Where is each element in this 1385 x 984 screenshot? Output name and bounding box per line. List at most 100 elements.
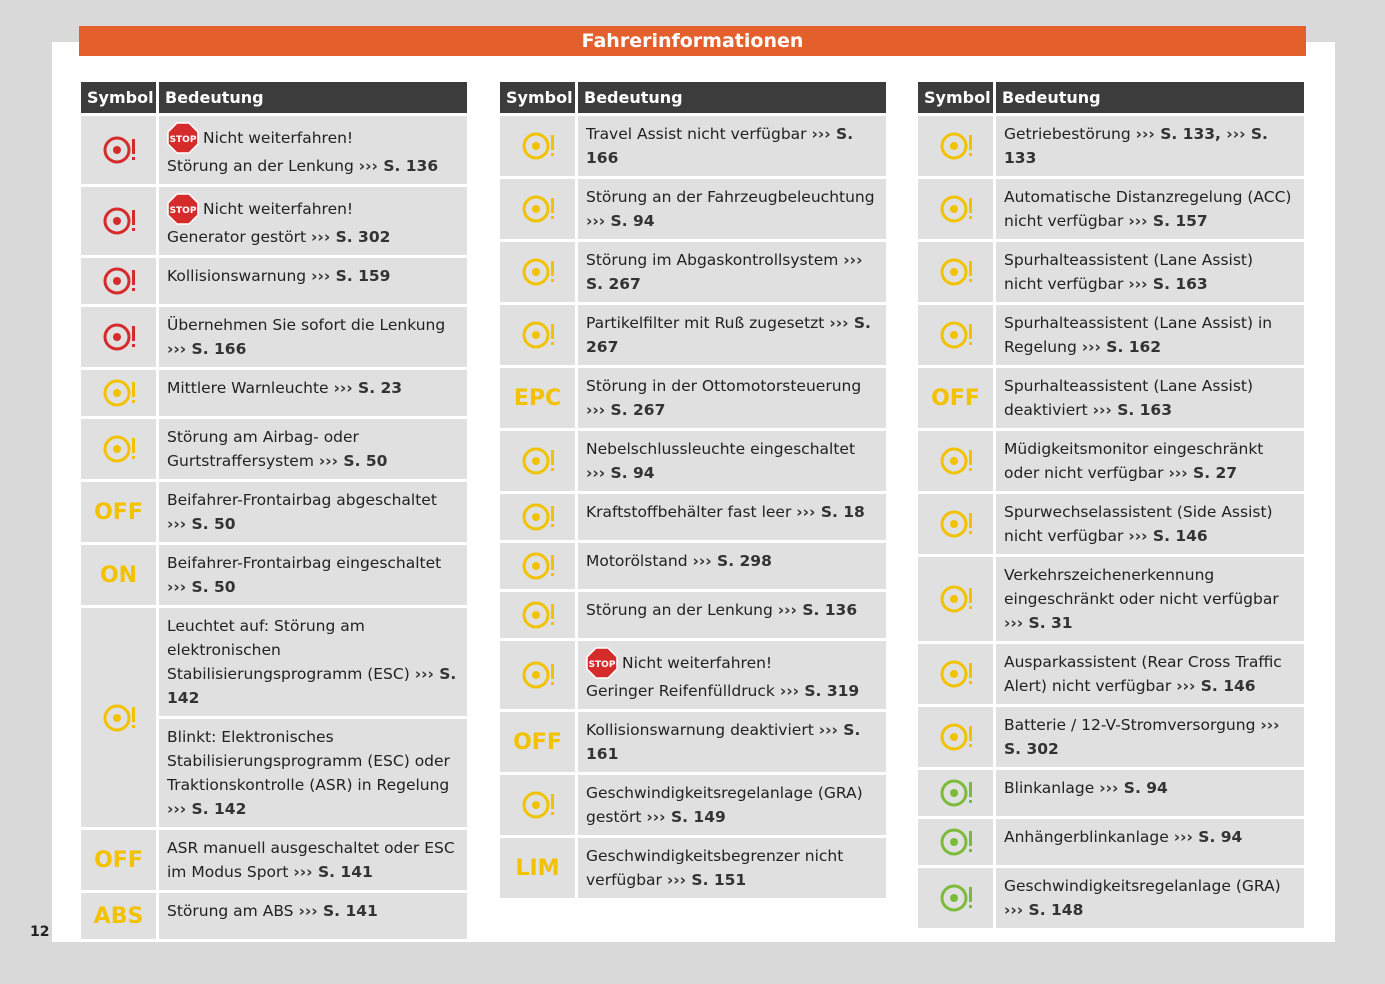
warning-icon [103,267,135,295]
warning-icon [522,661,554,689]
text: Ausparkassistent (Rear Cross Traffic Ale… [1004,653,1282,695]
icon-text: EPC [513,385,562,411]
stop-icon: STOP [167,122,199,154]
warning-icon [940,258,972,286]
page-ref: ››› S. 166 [586,125,854,167]
text: ASR manuell ausgeschaltet oder ESC im Mo… [167,839,455,881]
description: Spurhalteassistent (Lane Assist) in Rege… [996,305,1304,365]
text-line: Blinkt: Elektronisches Stabilisierungspr… [167,725,459,821]
stop-line: STOP Nicht weiterfahren! [167,193,459,225]
text: Störung im Abgaskontrollsystem [586,251,839,269]
text-line: Ausparkassistent (Rear Cross Traffic Ale… [1004,650,1296,698]
table-row: Getriebestörung ››› S. 133, ››› S. 133 [918,116,1304,176]
description: Spurwechselassistent (Side Assist) nicht… [996,494,1304,554]
description: Übernehmen Sie sofort die Lenkung ››› S.… [159,307,467,367]
description-cell: Ausparkassistent (Rear Cross Traffic Ale… [996,644,1304,704]
symbol-cell: OFF [500,712,575,772]
description-cell: Kraftstoffbehälter fast leer ››› S. 18 [578,494,886,540]
page-ref: ››› S. 157 [1128,212,1208,230]
text-line: Batterie / 12-V-Stromversorgung ››› S. 3… [1004,713,1296,761]
text: Partikelfilter mit Ruß zugesetzt [586,314,825,332]
text: Geschwindigkeitsregelanlage (GRA) gestör… [586,784,863,826]
symbol-cell [81,608,156,827]
page-ref: ››› S. 146 [1128,527,1208,545]
symbol-cell: ABS [81,893,156,939]
description-cell: Störung im Abgaskontrollsystem ››› S. 26… [578,242,886,302]
text: Leuchtet auf: Störung am elektronischen … [167,617,410,683]
description-cell: STOP Nicht weiterfahren! Geringer Reifenfü… [578,641,886,709]
text: Spurhalteassistent (Lane Assist) nicht v… [1004,251,1254,293]
description-cell: STOP Nicht weiterfahren! Generator gestört… [159,187,467,255]
text: Störung an der Lenkung [167,157,354,175]
text-line: ASR manuell ausgeschaltet oder ESC im Mo… [167,836,459,884]
description: STOP Nicht weiterfahren! Geringer Reifenfü… [578,641,886,709]
warning-icon [940,510,972,538]
column-header: Bedeutung [159,82,467,113]
text-line: Leuchtet auf: Störung am elektronischen … [167,614,459,710]
text-line: Beifahrer-Frontairbag abgeschaltet ››› S… [167,488,459,536]
symbol-cell: EPC [500,368,575,428]
table-row: OFF Kollisionswarnung deaktiviert ››› S. … [500,712,886,772]
symbol-cell [918,116,993,176]
symbol-cell [81,370,156,416]
table-row: STOP Nicht weiterfahren! Generator gestört… [81,187,467,255]
description: Geschwindigkeitsregelanlage (GRA) ››› S.… [996,868,1304,928]
text: Generator gestört [167,228,307,246]
description: Müdigkeitsmonitor eingeschränkt oder nic… [996,431,1304,491]
description-cell: Automatische Distanzregelung (ACC) nicht… [996,179,1304,239]
page-ref: ››› S. 94 [586,212,655,230]
column-header: Bedeutung [578,82,886,113]
symbol-cell [81,116,156,184]
description-cell: Anhängerblinkanlage ››› S. 94 [996,819,1304,865]
text: Travel Assist nicht verfügbar [586,125,807,143]
warning-icon [522,321,554,349]
warning-icon [940,779,972,807]
stop-label: STOP [170,135,197,145]
symbol-cell [918,179,993,239]
column-header: Symbol [918,82,993,113]
description-cell: Spurhalteassistent (Lane Assist) nicht v… [996,242,1304,302]
text-line: Störung an der Lenkung ››› S. 136 [586,598,878,622]
column-header: Symbol [81,82,156,113]
text: Störung an der Lenkung [586,601,773,619]
text-line: Störung am ABS ››› S. 141 [167,899,459,923]
text: Spurwechselassistent (Side Assist) nicht… [1004,503,1273,545]
text: Motorölstand [586,552,688,570]
warning-icon [522,791,554,819]
text-line: Kraftstoffbehälter fast leer ››› S. 18 [586,500,878,524]
text: Beifahrer-Frontairbag abgeschaltet [167,491,437,509]
text: Spurhalteassistent (Lane Assist) in Rege… [1004,314,1273,356]
table-row: Müdigkeitsmonitor eingeschränkt oder nic… [918,431,1304,491]
page-ref: ››› S. 163 [1128,275,1208,293]
table-row: Leuchtet auf: Störung am elektronischen … [81,608,467,827]
text-line: Spurhalteassistent (Lane Assist) in Rege… [1004,311,1296,359]
text-line: Mittlere Warnleuchte ››› S. 23 [167,376,459,400]
text-line: Spurhalteassistent (Lane Assist) nicht v… [1004,248,1296,296]
page-ref: ››› S. 142 [167,665,457,707]
description-cell: Partikelfilter mit Ruß zugesetzt ››› S. … [578,305,886,365]
header-row: Symbol Bedeutung [918,82,1304,113]
description: Störung am ABS ››› S. 141 [159,893,467,939]
page-ref: ››› S. 136 [777,601,858,619]
description-cell: Verkehrszeichenerkennung eingeschränkt o… [996,557,1304,641]
text-line: Getriebestörung ››› S. 133, ››› S. 133 [1004,122,1296,170]
table-row: EPC Störung in der Ottomotorsteuerung ›››… [500,368,886,428]
page-ref: ››› S. 162 [1081,338,1162,356]
description: Partikelfilter mit Ruß zugesetzt ››› S. … [578,305,886,365]
description: Geschwindigkeitsbegrenzer nicht verfügba… [578,838,886,898]
symbol-cell [918,819,993,865]
description-cell: Müdigkeitsmonitor eingeschränkt oder nic… [996,431,1304,491]
page-ref: ››› S. 163 [1092,401,1173,419]
description-cell: Kollisionswarnung deaktiviert ››› S. 161 [578,712,886,772]
symbol-cell: OFF [81,830,156,890]
text-line: Verkehrszeichenerkennung eingeschränkt o… [1004,563,1296,635]
page-ref: ››› S. 50 [167,515,236,533]
text: Geschwindigkeitsbegrenzer nicht verfügba… [586,847,844,889]
icon-text: OFF [94,499,143,525]
description: Spurhalteassistent (Lane Assist) nicht v… [996,242,1304,302]
text-line: Spurwechselassistent (Side Assist) nicht… [1004,500,1296,548]
description: Nebelschlussleuchte eingeschaltet ››› S.… [578,431,886,491]
text: Automatische Distanzregelung (ACC) nicht… [1004,188,1292,230]
description: Getriebestörung ››› S. 133, ››› S. 133 [996,116,1304,176]
